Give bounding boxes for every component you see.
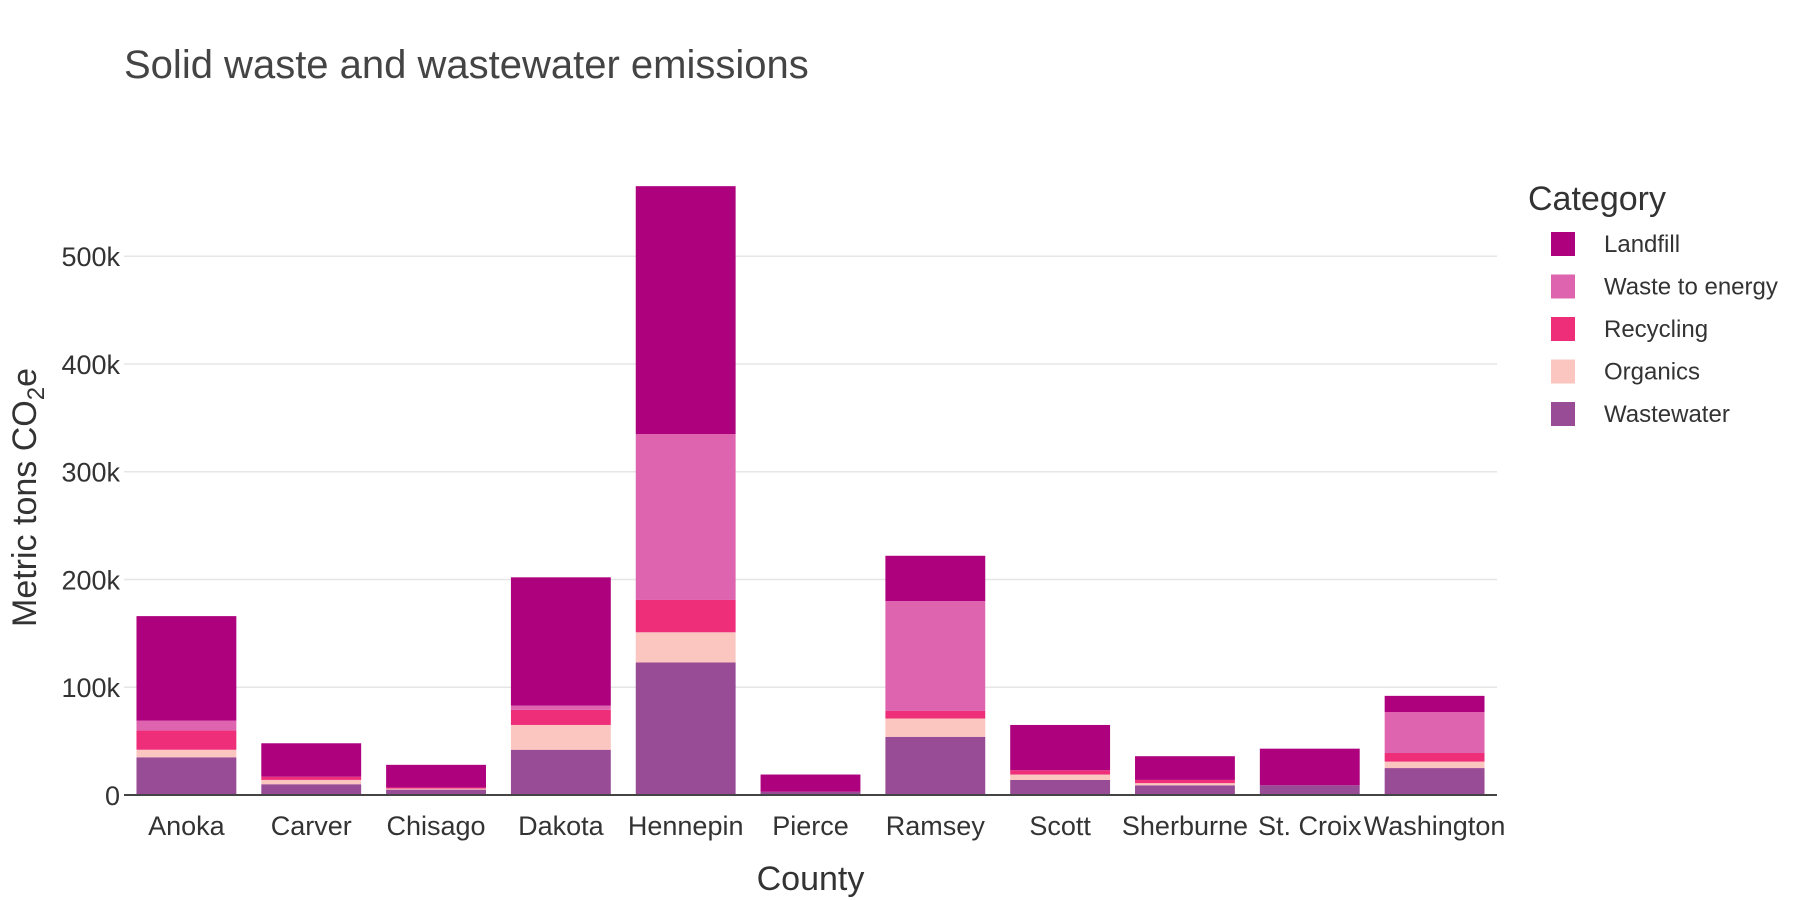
bar-segment-wastewater	[261, 784, 362, 795]
bar-segment-recycling	[510, 709, 611, 725]
bar-segment-landfill	[1010, 724, 1111, 771]
x-tick-label: St. Croix	[1258, 811, 1362, 841]
x-tick-label: Dakota	[518, 811, 605, 841]
x-tick-label: Anoka	[148, 811, 226, 841]
bar-segment-landfill	[885, 555, 986, 602]
legend-label: Organics	[1604, 359, 1700, 386]
bar-segment-wastewater	[136, 757, 237, 795]
bar-segment-organics	[1010, 774, 1111, 780]
bar-segment-organics	[510, 724, 611, 750]
x-tick-label: Ramsey	[886, 811, 986, 841]
legend-swatch	[1551, 317, 1575, 341]
bar-segment-recycling	[635, 599, 736, 633]
y-tick-label: 0	[105, 781, 120, 811]
legend-swatch	[1551, 274, 1575, 299]
x-tick-label: Pierce	[772, 811, 849, 841]
x-axis-title: County	[757, 860, 865, 898]
bar-segment-landfill	[136, 616, 237, 721]
legend-label: Recycling	[1604, 316, 1708, 343]
legend-label: Waste to energy	[1604, 274, 1778, 301]
bar-segment-landfill	[760, 774, 861, 792]
bar-segment-recycling	[1384, 752, 1485, 762]
bar-segment-waste-to-energy	[1384, 712, 1485, 753]
x-tick-label: Scott	[1029, 811, 1091, 841]
legend-items: Landfill Waste to energy Recycling Organics…	[1551, 231, 1778, 428]
chart-title: Solid waste and wastewater emissions	[124, 43, 809, 87]
bar-segment-recycling	[386, 787, 486, 789]
x-tick-label: Sherburne	[1122, 811, 1248, 841]
bar-segment-recycling	[261, 776, 362, 780]
bar-segment-organics	[261, 779, 362, 785]
legend-title: Category	[1528, 180, 1666, 218]
bars	[136, 186, 1485, 795]
y-axis-title: Metric tons CO2e	[6, 368, 50, 627]
x-tick-label: Washington	[1364, 811, 1506, 841]
x-tick-label: Hennepin	[628, 811, 744, 841]
legend-label: Landfill	[1604, 231, 1680, 258]
bar-segment-organics	[1135, 783, 1235, 786]
bar-segment-recycling	[885, 710, 986, 719]
legend-swatch	[1551, 359, 1575, 384]
bar-segment-waste-to-energy	[885, 601, 986, 711]
y-tick-label: 500k	[61, 242, 120, 272]
y-tick-label: 200k	[61, 565, 120, 595]
legend-swatch	[1551, 402, 1575, 426]
bar-segment-waste-to-energy	[510, 705, 611, 710]
bar-segment-recycling	[1010, 770, 1111, 775]
bar-segment-organics	[136, 749, 237, 758]
bar-segment-landfill	[386, 764, 486, 788]
bar-segment-organics	[635, 632, 736, 663]
gridlines	[124, 255, 1497, 688]
bar-segment-landfill	[510, 577, 611, 706]
bar-segment-landfill	[261, 743, 362, 777]
bar-segment-wastewater	[1010, 779, 1111, 795]
bar-segment-wastewater	[1135, 785, 1235, 795]
bar-segment-organics	[1384, 761, 1485, 769]
bar-segment-landfill	[635, 186, 736, 435]
bar-segment-organics	[885, 718, 986, 737]
bar-segment-recycling	[1135, 779, 1235, 784]
bar-segment-wastewater	[1384, 768, 1485, 795]
legend-label: Wastewater	[1604, 401, 1730, 428]
bar-segment-wastewater	[510, 749, 611, 795]
y-tick-label: 300k	[61, 458, 120, 488]
x-tick-label: Chisago	[387, 811, 486, 841]
y-tick-label: 100k	[61, 673, 120, 703]
legend: Category Landfill Waste to energy Recyclin…	[1528, 180, 1778, 428]
bar-segment-organics	[386, 788, 486, 790]
bar-segment-waste-to-energy	[136, 720, 237, 731]
x-tick-label: Carver	[271, 811, 352, 841]
bar-segment-landfill	[1259, 748, 1360, 786]
bar-segment-landfill	[1135, 756, 1235, 780]
bar-segment-waste-to-energy	[635, 434, 736, 600]
bar-segment-wastewater	[885, 736, 986, 795]
legend-swatch	[1551, 232, 1575, 256]
bar-segment-wastewater	[760, 791, 861, 795]
y-tick-labels: 0 100k 200k 300k 400k 500k	[61, 242, 120, 811]
y-tick-label: 400k	[61, 350, 120, 380]
bar-segment-recycling	[136, 730, 237, 750]
bar-segment-wastewater	[635, 662, 736, 795]
bar-segment-landfill	[1384, 695, 1485, 713]
bar-segment-wastewater	[1259, 785, 1360, 795]
x-tick-labels: Anoka Carver Chisago Dakota Hennepin Pierce Ra…	[148, 811, 1505, 841]
bar-segment-wastewater	[386, 789, 486, 795]
